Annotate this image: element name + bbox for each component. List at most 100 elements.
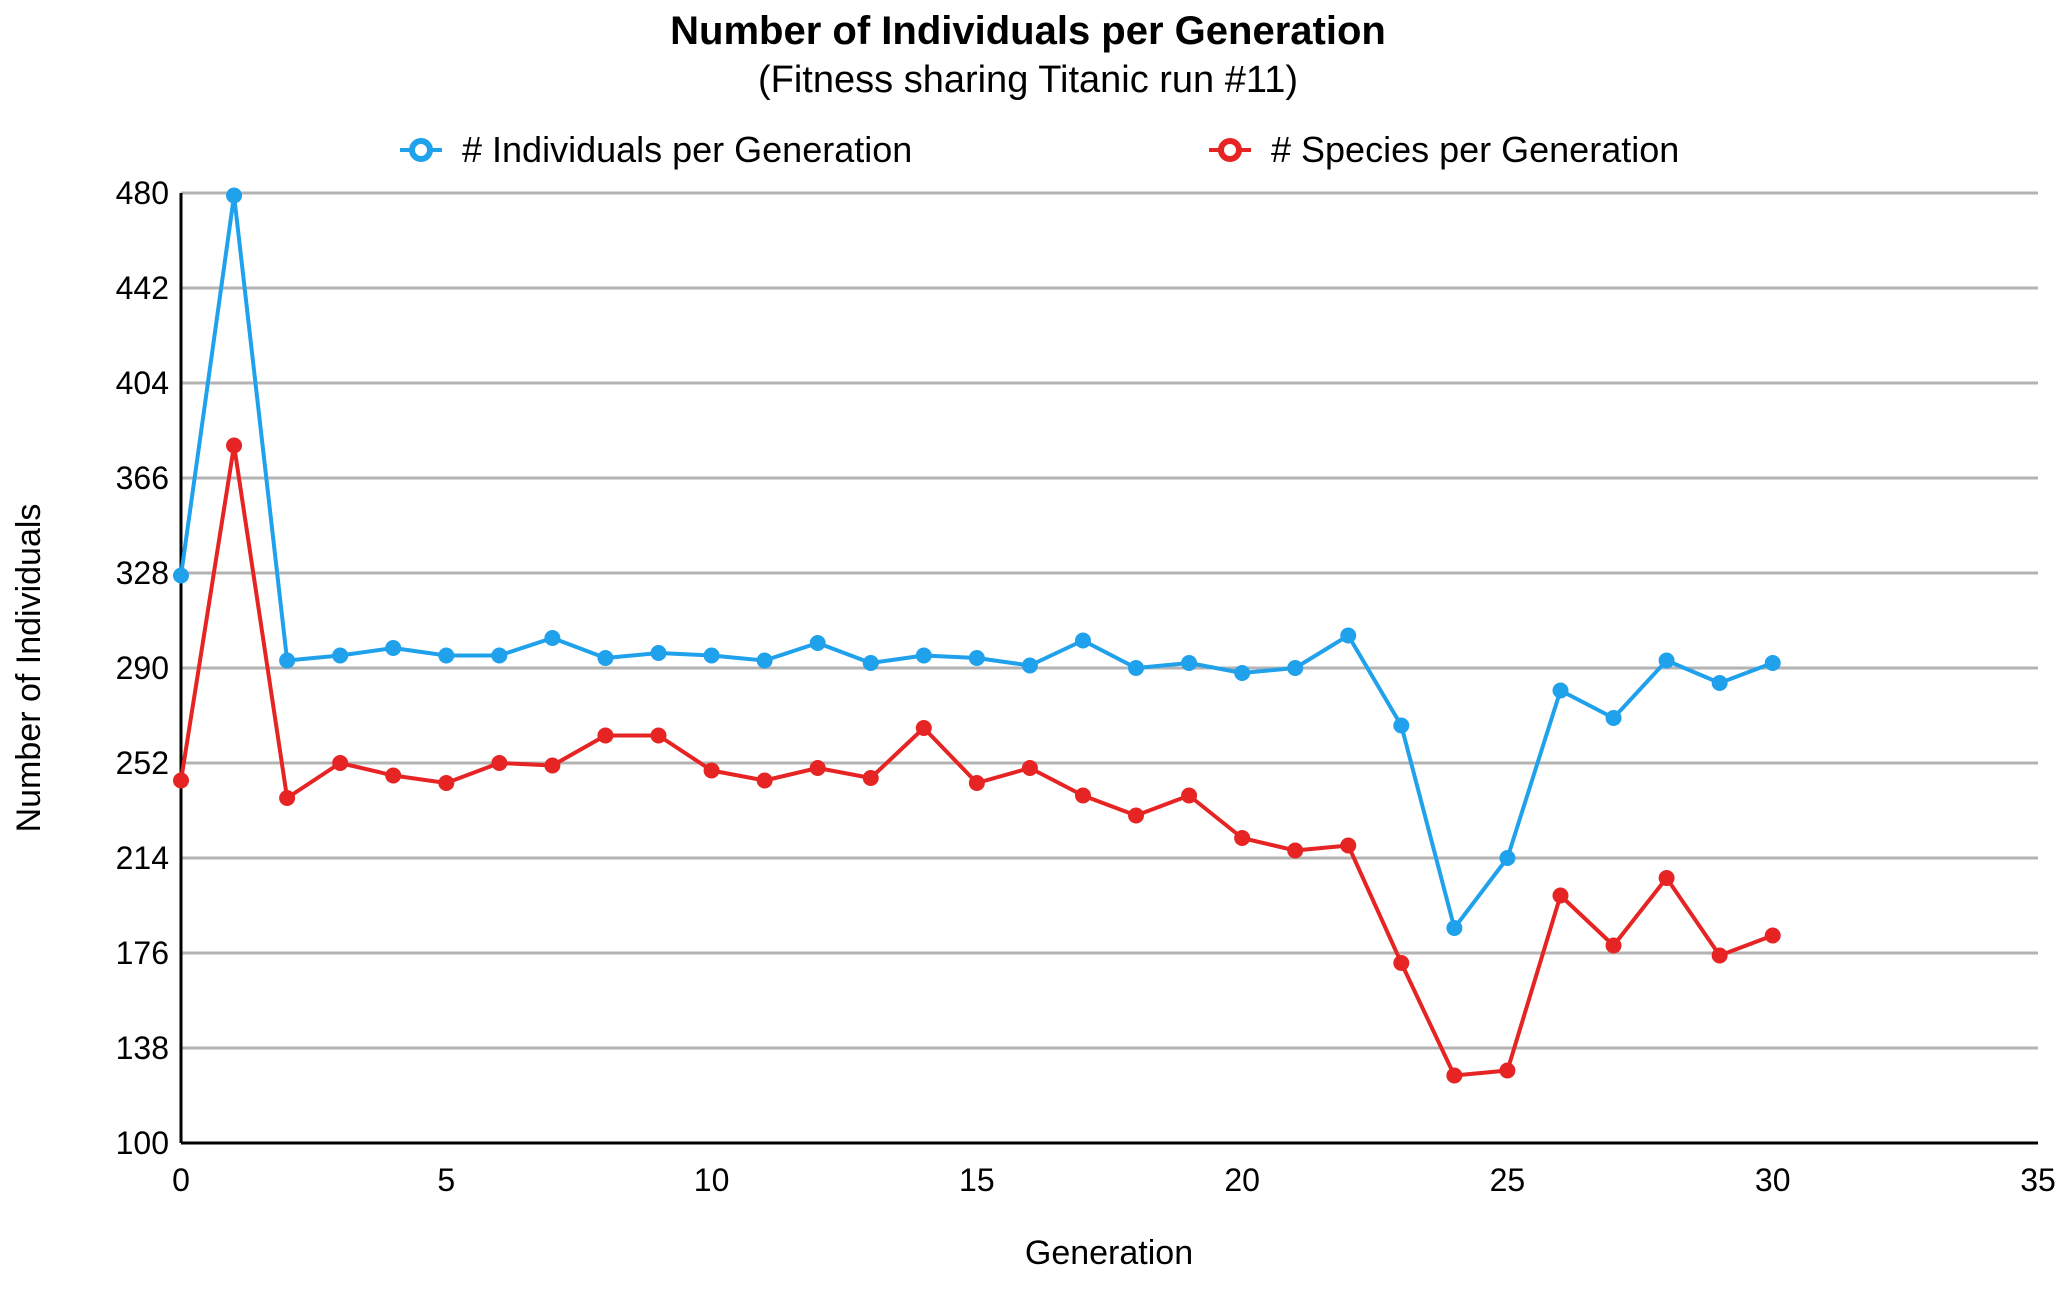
data-point-species-12 xyxy=(809,760,826,776)
data-point-species-0 xyxy=(173,772,189,789)
data-point-individuals-30 xyxy=(1764,655,1781,671)
y-tick-label-290: 290 xyxy=(116,650,169,686)
legend-item-individuals: # Individuals per Generation xyxy=(400,129,912,170)
x-tick-label-0: 0 xyxy=(172,1162,190,1198)
data-point-individuals-20 xyxy=(1234,665,1251,681)
y-tick-label-366: 366 xyxy=(116,460,169,496)
chart-subtitle: (Fitness sharing Titanic run #11) xyxy=(758,59,1298,101)
x-tick-label-5: 5 xyxy=(437,1162,455,1198)
data-point-species-6 xyxy=(491,755,508,771)
data-point-species-3 xyxy=(332,755,349,771)
gridlines xyxy=(181,191,2038,1050)
legend-marker-species xyxy=(1218,138,1242,162)
data-point-individuals-22 xyxy=(1340,627,1357,644)
data-point-individuals-23 xyxy=(1393,717,1410,734)
legend-marker-individuals xyxy=(409,138,433,162)
data-point-species-1 xyxy=(226,437,243,454)
data-point-species-13 xyxy=(862,770,879,786)
y-tick-label-100: 100 xyxy=(116,1125,169,1161)
legend-label-species: # Species per Generation xyxy=(1271,129,1679,170)
data-point-individuals-5 xyxy=(438,647,455,664)
y-tick-label-252: 252 xyxy=(116,745,169,781)
legend-label-individuals: # Individuals per Generation xyxy=(462,129,912,170)
data-point-species-10 xyxy=(703,762,720,779)
data-point-species-19 xyxy=(1181,787,1198,804)
series-line-individuals xyxy=(179,193,1774,930)
data-point-individuals-6 xyxy=(491,647,508,664)
chart-title: Number of Individuals per Generation xyxy=(670,9,1386,53)
data-point-individuals-13 xyxy=(862,655,879,671)
data-point-individuals-17 xyxy=(1074,632,1091,649)
legend-item-species: # Species per Generation xyxy=(1209,129,1679,170)
x-tick-label-10: 10 xyxy=(694,1162,730,1198)
data-point-individuals-11 xyxy=(756,652,773,669)
data-point-species-24 xyxy=(1446,1067,1463,1084)
data-point-individuals-27 xyxy=(1605,710,1622,726)
x-axis-ticks: 0 5 10 15 20 25 30 35 xyxy=(172,1162,2056,1198)
y-axis-label: Number of Individuals xyxy=(10,504,48,833)
data-point-species-4 xyxy=(385,767,402,784)
data-point-species-2 xyxy=(279,790,296,806)
data-point-species-16 xyxy=(1021,760,1038,776)
y-tick-label-328: 328 xyxy=(116,555,169,591)
data-point-species-5 xyxy=(438,775,455,791)
legend: # Individuals per Generation # Species p… xyxy=(400,129,1679,170)
data-point-individuals-14 xyxy=(915,647,932,664)
data-point-species-21 xyxy=(1287,842,1304,859)
data-point-individuals-16 xyxy=(1021,657,1038,674)
y-tick-label-404: 404 xyxy=(116,365,169,401)
data-point-individuals-1 xyxy=(226,187,243,204)
data-point-individuals-21 xyxy=(1287,660,1304,676)
data-point-individuals-7 xyxy=(544,630,561,646)
series-individuals xyxy=(173,187,1781,936)
data-point-species-23 xyxy=(1393,955,1410,971)
data-point-individuals-28 xyxy=(1658,652,1675,669)
y-tick-label-176: 176 xyxy=(116,935,169,971)
series-species xyxy=(173,437,1781,1084)
data-point-individuals-19 xyxy=(1181,655,1198,671)
data-point-individuals-12 xyxy=(809,635,826,651)
y-tick-label-214: 214 xyxy=(116,840,169,876)
x-tick-label-25: 25 xyxy=(1490,1162,1526,1198)
x-tick-label-35: 35 xyxy=(2020,1162,2056,1198)
data-point-species-22 xyxy=(1340,837,1357,854)
data-point-species-20 xyxy=(1234,830,1251,846)
x-tick-label-15: 15 xyxy=(959,1162,995,1198)
series-group xyxy=(173,187,1781,1084)
y-tick-label-480: 480 xyxy=(116,175,169,211)
data-point-species-17 xyxy=(1074,787,1091,804)
data-point-species-29 xyxy=(1711,947,1728,964)
data-point-individuals-29 xyxy=(1711,675,1728,691)
x-tick-label-20: 20 xyxy=(1224,1162,1260,1198)
x-tick-label-30: 30 xyxy=(1755,1162,1791,1198)
data-point-individuals-8 xyxy=(597,650,614,666)
data-point-individuals-25 xyxy=(1499,850,1516,866)
data-point-individuals-3 xyxy=(332,647,349,664)
data-point-individuals-2 xyxy=(279,652,296,669)
data-point-species-30 xyxy=(1764,927,1781,944)
data-point-individuals-9 xyxy=(650,645,667,661)
data-point-species-27 xyxy=(1605,937,1622,954)
data-point-individuals-18 xyxy=(1128,660,1145,676)
data-point-individuals-4 xyxy=(385,640,402,656)
data-point-individuals-0 xyxy=(173,567,189,584)
data-point-individuals-24 xyxy=(1446,920,1463,936)
data-point-species-11 xyxy=(756,772,773,789)
data-point-species-14 xyxy=(915,720,932,736)
data-point-individuals-26 xyxy=(1552,682,1569,699)
series-line-species xyxy=(179,443,1774,1078)
y-tick-label-442: 442 xyxy=(116,270,169,306)
x-axis-label: Generation xyxy=(1025,1234,1193,1272)
y-axis-ticks: 100 138 176 214 252 290 328 366 404 442 480 xyxy=(116,175,169,1161)
data-point-species-28 xyxy=(1658,870,1675,886)
data-point-species-18 xyxy=(1128,807,1145,824)
data-point-species-15 xyxy=(968,775,985,791)
data-point-species-26 xyxy=(1552,887,1569,904)
data-point-species-7 xyxy=(544,757,561,774)
data-point-species-25 xyxy=(1499,1062,1516,1079)
data-point-species-9 xyxy=(650,727,667,744)
data-point-individuals-15 xyxy=(968,650,985,666)
data-point-species-8 xyxy=(597,727,614,744)
data-point-individuals-10 xyxy=(703,647,720,664)
